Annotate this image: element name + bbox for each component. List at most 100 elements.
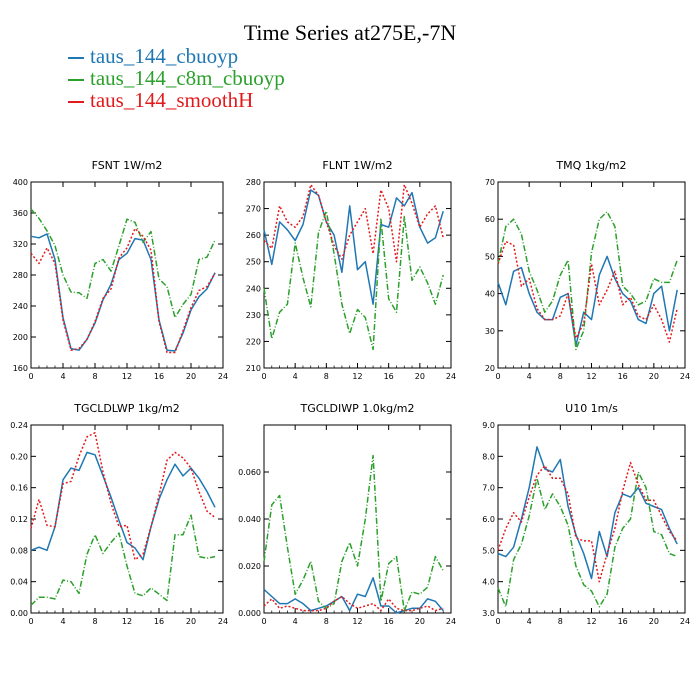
- x-tick-label-flnt: 20: [415, 372, 425, 381]
- x-tick-label-flnt: 0: [261, 372, 266, 381]
- x-tick-label-tgcldlwp: 12: [122, 617, 132, 626]
- panel-tmq: TMQ 1kg/m2 0 4 8 12 16 20 24 20 30 40 50 60 70: [485, 159, 690, 381]
- y-tick-label-tgcldlwp: 0.08: [10, 546, 28, 555]
- x-tick-label-tgcldlwp: 16: [154, 617, 164, 626]
- x-tick-label-tgcldiwp: 24: [446, 617, 456, 626]
- legend-label-smoothH: taus_144_smoothH: [90, 88, 254, 112]
- series-line-tgcldiwp-c8m-cbuoyp: [263, 454, 444, 612]
- x-tick-label-flnt: 4: [293, 372, 298, 381]
- series-line-tgcldiwp-cbuoyp: [263, 577, 444, 614]
- x-tick-label-fsnt: 8: [92, 372, 97, 381]
- x-tick-label-tgcldiwp: 16: [384, 617, 394, 626]
- y-tick-label-fsnt: 400: [13, 178, 28, 187]
- legend-label-c8m-cbuoyp: taus_144_c8m_cbuoyp: [90, 66, 285, 90]
- y-tick-label-u10: 4.0: [482, 578, 495, 587]
- legend-swatch-cbuoyp: [68, 57, 84, 60]
- y-tick-label-u10: 5.0: [482, 546, 495, 555]
- y-tick-label-flnt: 260: [246, 231, 261, 240]
- y-tick-label-flnt: 230: [246, 311, 261, 320]
- y-tick-label-tgcldlwp: 0.00: [10, 609, 28, 618]
- series-line-tmq-c8m-cbuoyp: [497, 211, 678, 351]
- legend-label-cbuoyp: taus_144_cbuoyp: [90, 44, 239, 68]
- y-tick-label-fsnt: 280: [13, 271, 28, 280]
- x-tick-label-tgcldiwp: 12: [352, 617, 362, 626]
- x-tick-label-fsnt: 16: [154, 372, 164, 381]
- panel-title-tgcldiwp: TGCLDIWP 1.0kg/m2: [299, 402, 414, 415]
- series-line-tgcldlwp-c8m-cbuoyp: [30, 514, 216, 606]
- panel-title-flnt: FLNT 1W/m2: [322, 159, 392, 172]
- x-tick-label-u10: 8: [558, 617, 563, 626]
- series-line-fsnt-smoothH: [30, 227, 216, 354]
- x-tick-label-u10: 0: [495, 617, 500, 626]
- x-tick-label-tmq: 24: [680, 372, 690, 381]
- series-line-tgcldlwp-smoothH: [30, 432, 216, 561]
- legend-entry-smoothH: taus_144_smoothH: [68, 88, 253, 112]
- x-tick-label-fsnt: 0: [28, 372, 33, 381]
- y-tick-label-u10: 6.0: [482, 515, 495, 524]
- y-tick-label-tgcldlwp: 0.20: [10, 452, 28, 461]
- y-tick-label-fsnt: 320: [13, 240, 28, 249]
- legend-entry-c8m-cbuoyp: taus_144_c8m_cbuoyp: [68, 66, 285, 90]
- panel-tgcldlwp: TGCLDLWP 1kg/m2 0 4 8 12 16 20 24 0.00 0.04 0.08 0.…: [10, 402, 228, 626]
- y-tick-label-flnt: 280: [246, 178, 261, 187]
- page-title: Time Series at275E,-7N: [243, 20, 457, 45]
- x-tick-label-tgcldlwp: 4: [60, 617, 65, 626]
- panel-fsnt: FSNT 1W/m2 0 4 8 12 16 20 24 160 200 240 280 320 360 4…: [13, 159, 228, 381]
- y-tick-label-fsnt: 160: [13, 364, 28, 373]
- panel-title-tmq: TMQ 1kg/m2: [555, 159, 626, 172]
- y-tick-label-tmq: 40: [485, 290, 495, 299]
- y-tick-label-tgcldiwp: 0.000: [238, 609, 261, 618]
- y-tick-label-tgcldlwp: 0.16: [10, 484, 28, 493]
- x-tick-label-fsnt: 4: [60, 372, 65, 381]
- legend-entry-cbuoyp: taus_144_cbuoyp: [68, 44, 238, 68]
- series-line-u10-cbuoyp: [497, 446, 678, 580]
- x-tick-label-tmq: 12: [586, 372, 596, 381]
- x-tick-label-tgcldiwp: 8: [324, 617, 329, 626]
- x-tick-label-u10: 24: [680, 617, 690, 626]
- x-tick-label-tmq: 4: [527, 372, 532, 381]
- y-tick-label-tmq: 20: [485, 364, 495, 373]
- y-tick-label-fsnt: 240: [13, 302, 28, 311]
- x-tick-label-flnt: 24: [446, 372, 456, 381]
- y-tick-label-tmq: 70: [485, 178, 495, 187]
- y-tick-label-tgcldlwp: 0.24: [10, 421, 28, 430]
- y-tick-label-u10: 9.0: [482, 421, 495, 430]
- series-line-tgcldlwp-cbuoyp: [30, 451, 216, 561]
- y-tick-label-tmq: 50: [485, 252, 495, 261]
- x-tick-label-tgcldlwp: 8: [92, 617, 97, 626]
- panel-u10: U10 1m/s 0 4 8 12 16 20 24 3.0 4.0 5.0 6.0 7.0 8.0 9.0: [482, 402, 690, 626]
- panel-frame-tgcldlwp: [30, 424, 224, 614]
- y-tick-label-flnt: 240: [246, 284, 261, 293]
- series-line-tmq-smoothH: [497, 240, 678, 343]
- panel-title-u10: U10 1m/s: [565, 402, 618, 415]
- x-tick-label-flnt: 16: [384, 372, 394, 381]
- x-tick-label-tmq: 20: [649, 372, 659, 381]
- y-tick-label-tgcldlwp: 0.12: [10, 515, 28, 524]
- y-tick-label-tgcldlwp: 0.04: [10, 578, 28, 587]
- series-line-tmq-cbuoyp: [497, 255, 678, 347]
- x-tick-label-tgcldlwp: 20: [186, 617, 196, 626]
- panel-frame-tmq: [497, 181, 686, 369]
- x-tick-label-u10: 4: [527, 617, 532, 626]
- x-tick-label-tmq: 16: [618, 372, 628, 381]
- y-tick-label-flnt: 270: [246, 205, 261, 214]
- y-tick-label-u10: 7.0: [482, 484, 495, 493]
- panel-frame-fsnt: [30, 181, 224, 369]
- series-line-flnt-cbuoyp: [263, 189, 444, 305]
- y-tick-label-flnt: 250: [246, 258, 261, 267]
- panel-frame-tgcldiwp: [263, 424, 452, 614]
- x-tick-label-u10: 12: [586, 617, 596, 626]
- panel-title-fsnt: FSNT 1W/m2: [92, 159, 163, 172]
- x-tick-label-tgcldlwp: 0: [28, 617, 33, 626]
- y-tick-label-flnt: 220: [246, 337, 261, 346]
- series-line-tgcldiwp-smoothH: [263, 595, 444, 612]
- x-tick-label-flnt: 12: [352, 372, 362, 381]
- x-tick-label-tgcldiwp: 20: [415, 617, 425, 626]
- panel-flnt: FLNT 1W/m2 0 4 8 12 16 20 24 210 220 230 240 250 260 2…: [246, 159, 456, 381]
- series-line-flnt-c8m-cbuoyp: [263, 210, 444, 351]
- y-tick-label-tmq: 60: [485, 215, 495, 224]
- legend-swatch-c8m-cbuoyp: [68, 79, 84, 82]
- series-line-u10-c8m-cbuoyp: [497, 471, 678, 608]
- x-tick-label-tgcldiwp: 0: [261, 617, 266, 626]
